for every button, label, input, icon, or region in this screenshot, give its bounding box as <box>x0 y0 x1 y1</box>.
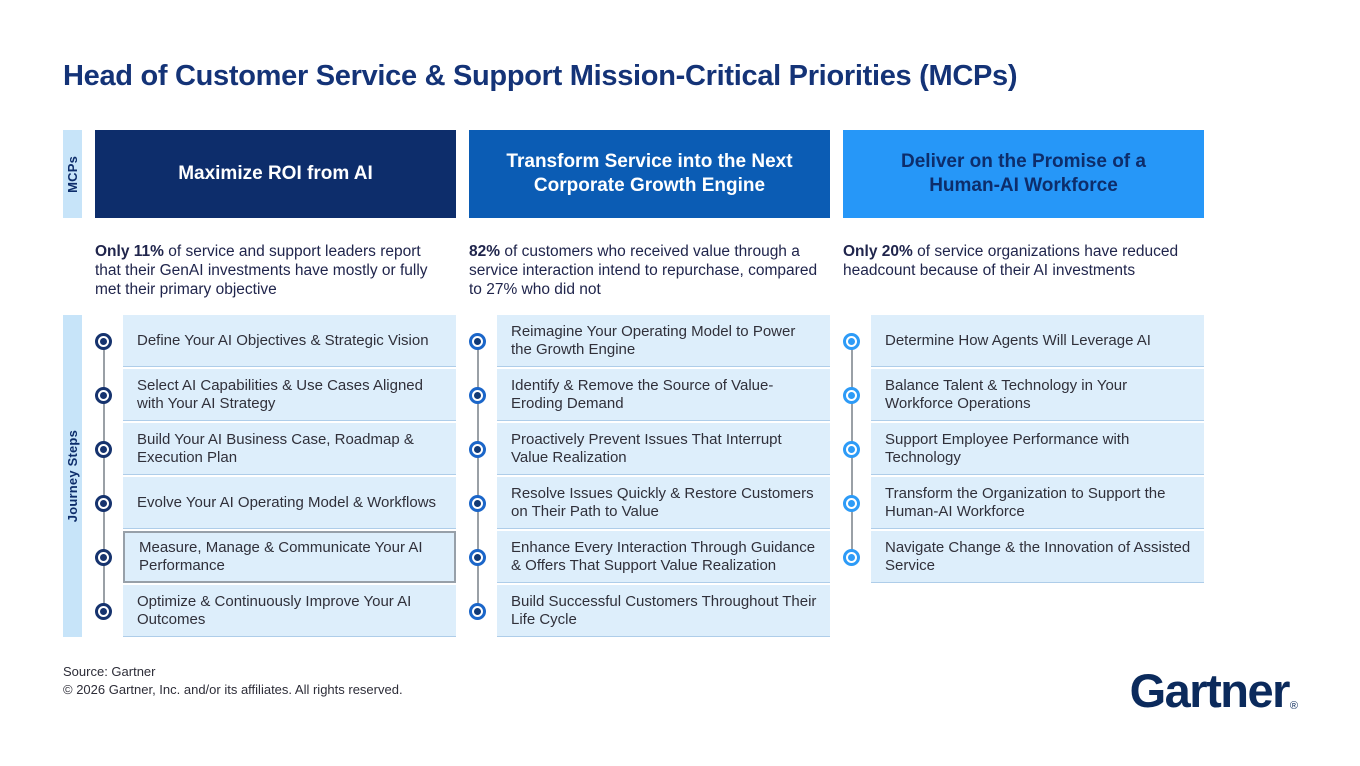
step-bullet-icon <box>843 440 860 458</box>
step-bullet-icon <box>843 494 860 512</box>
stat-growth-figure: 82% <box>469 243 501 260</box>
journey-step: Balance Talent & Technology in Your Work… <box>843 369 1204 421</box>
step-bullet-icon <box>469 332 486 350</box>
journey-step-label: Build Successful Customers Throughout Th… <box>497 585 830 637</box>
stat-roi-text: of service and support leaders report th… <box>95 243 428 298</box>
journey-step-label: Evolve Your AI Operating Model & Workflo… <box>123 477 456 529</box>
mcp-header-2-label: Transform Service into the Next Corporat… <box>506 151 793 196</box>
journey-step-label: Transform the Organization to Support th… <box>871 477 1204 529</box>
mcps-side-strip: MCPs <box>63 130 82 218</box>
journey-step-label: Determine How Agents Will Leverage AI <box>871 315 1204 367</box>
journey-step-label: Select AI Capabilities & Use Cases Align… <box>123 369 456 421</box>
journey-step: Define Your AI Objectives & Strategic Vi… <box>95 315 456 367</box>
journey-step: Optimize & Continuously Improve Your AI … <box>95 585 456 637</box>
stat-workforce-figure: Only 20% <box>843 243 913 260</box>
page-title: Head of Customer Service & Support Missi… <box>63 60 1018 92</box>
journey-step-label: Reimagine Your Operating Model to Power … <box>497 315 830 367</box>
step-bullet-icon <box>843 548 860 566</box>
journey-step-label: Balance Talent & Technology in Your Work… <box>871 369 1204 421</box>
step-bullet-icon <box>843 386 860 404</box>
step-bullet-icon <box>469 386 486 404</box>
stat-roi-figure: Only 11% <box>95 243 164 260</box>
journey-steps-side-label: Journey Steps <box>65 429 80 523</box>
step-bullet-icon <box>95 548 112 566</box>
journey-steps-side-strip: Journey Steps <box>63 315 82 637</box>
journey-step: Transform the Organization to Support th… <box>843 477 1204 529</box>
step-bullet-icon <box>469 548 486 566</box>
journey-column-workforce: Determine How Agents Will Leverage AI Bal… <box>843 315 1204 583</box>
stat-roi: Only 11% of service and support leaders … <box>95 242 456 299</box>
journey-step: Select AI Capabilities & Use Cases Align… <box>95 369 456 421</box>
journey-step-label: Enhance Every Interaction Through Guidan… <box>497 531 830 583</box>
gartner-logo-text: Gartner <box>1129 664 1291 717</box>
journey-step: Navigate Change & the Innovation of Assi… <box>843 531 1204 583</box>
step-bullet-icon <box>95 602 112 620</box>
journey-step-label: Resolve Issues Quickly & Restore Custome… <box>497 477 830 529</box>
step-bullet-icon <box>95 494 112 512</box>
stat-growth: 82% of customers who received value thro… <box>469 242 830 299</box>
mcp-header-3: Deliver on the Promise of a Human-AI Wor… <box>843 130 1204 218</box>
journey-step: Determine How Agents Will Leverage AI <box>843 315 1204 367</box>
mcp-grid: MCPs Maximize ROI from AI Transform Serv… <box>63 130 1204 637</box>
journey-step-label: Navigate Change & the Innovation of Assi… <box>871 531 1204 583</box>
stat-workforce-text: of service organizations have reduced he… <box>843 243 1179 279</box>
step-bullet-icon <box>469 440 486 458</box>
journey-step: Identify & Remove the Source of Value-Er… <box>469 369 830 421</box>
journey-step-label: Optimize & Continuously Improve Your AI … <box>123 585 456 637</box>
mcp-header-1: Maximize ROI from AI <box>95 130 456 218</box>
footer-copyright: © 2026 Gartner, Inc. and/or its affiliat… <box>63 682 403 697</box>
journey-step-label: Proactively Prevent Issues That Interrup… <box>497 423 830 475</box>
journey-step-label: Identify & Remove the Source of Value-Er… <box>497 369 830 421</box>
journey-step: Build Your AI Business Case, Roadmap & E… <box>95 423 456 475</box>
registered-trademark-icon: ® <box>1289 700 1298 712</box>
step-bullet-icon <box>469 494 486 512</box>
journey-column-roi: Define Your AI Objectives & Strategic Vi… <box>95 315 456 637</box>
mcp-header-2: Transform Service into the Next Corporat… <box>469 130 830 218</box>
journey-rail-line <box>102 341 105 611</box>
journey-step-label: Build Your AI Business Case, Roadmap & E… <box>123 423 456 475</box>
journey-step: Reimagine Your Operating Model to Power … <box>469 315 830 367</box>
mcp-header-1-label: Maximize ROI from AI <box>178 163 373 184</box>
journey-step: Enhance Every Interaction Through Guidan… <box>469 531 830 583</box>
step-bullet-icon <box>843 332 860 350</box>
journey-step: Measure, Manage & Communicate Your AI Pe… <box>95 531 456 583</box>
footer-source: Source: Gartner <box>63 664 156 679</box>
gartner-logo: Gartner® <box>1129 664 1298 717</box>
journey-column-growth: Reimagine Your Operating Model to Power … <box>469 315 830 637</box>
journey-rail-line <box>476 341 479 611</box>
journey-step-label: Support Employee Performance with Techno… <box>871 423 1204 475</box>
journey-step: Evolve Your AI Operating Model & Workflo… <box>95 477 456 529</box>
journey-step: Support Employee Performance with Techno… <box>843 423 1204 475</box>
step-bullet-icon <box>95 440 112 458</box>
step-bullet-icon <box>95 386 112 404</box>
step-bullet-icon <box>95 332 112 350</box>
journey-step-label: Measure, Manage & Communicate Your AI Pe… <box>123 531 456 583</box>
mcps-side-label: MCPs <box>65 155 80 193</box>
journey-step: Proactively Prevent Issues That Interrup… <box>469 423 830 475</box>
step-bullet-icon <box>469 602 486 620</box>
journey-step: Resolve Issues Quickly & Restore Custome… <box>469 477 830 529</box>
stat-growth-text: of customers who received value through … <box>469 243 818 298</box>
stat-workforce: Only 20% of service organizations have r… <box>843 242 1204 299</box>
footer: Source: Gartner © 2026 Gartner, Inc. and… <box>63 663 1360 699</box>
mcp-header-3-label: Deliver on the Promise of a Human-AI Wor… <box>901 151 1146 196</box>
journey-step-label: Define Your AI Objectives & Strategic Vi… <box>123 315 456 367</box>
journey-step: Build Successful Customers Throughout Th… <box>469 585 830 637</box>
